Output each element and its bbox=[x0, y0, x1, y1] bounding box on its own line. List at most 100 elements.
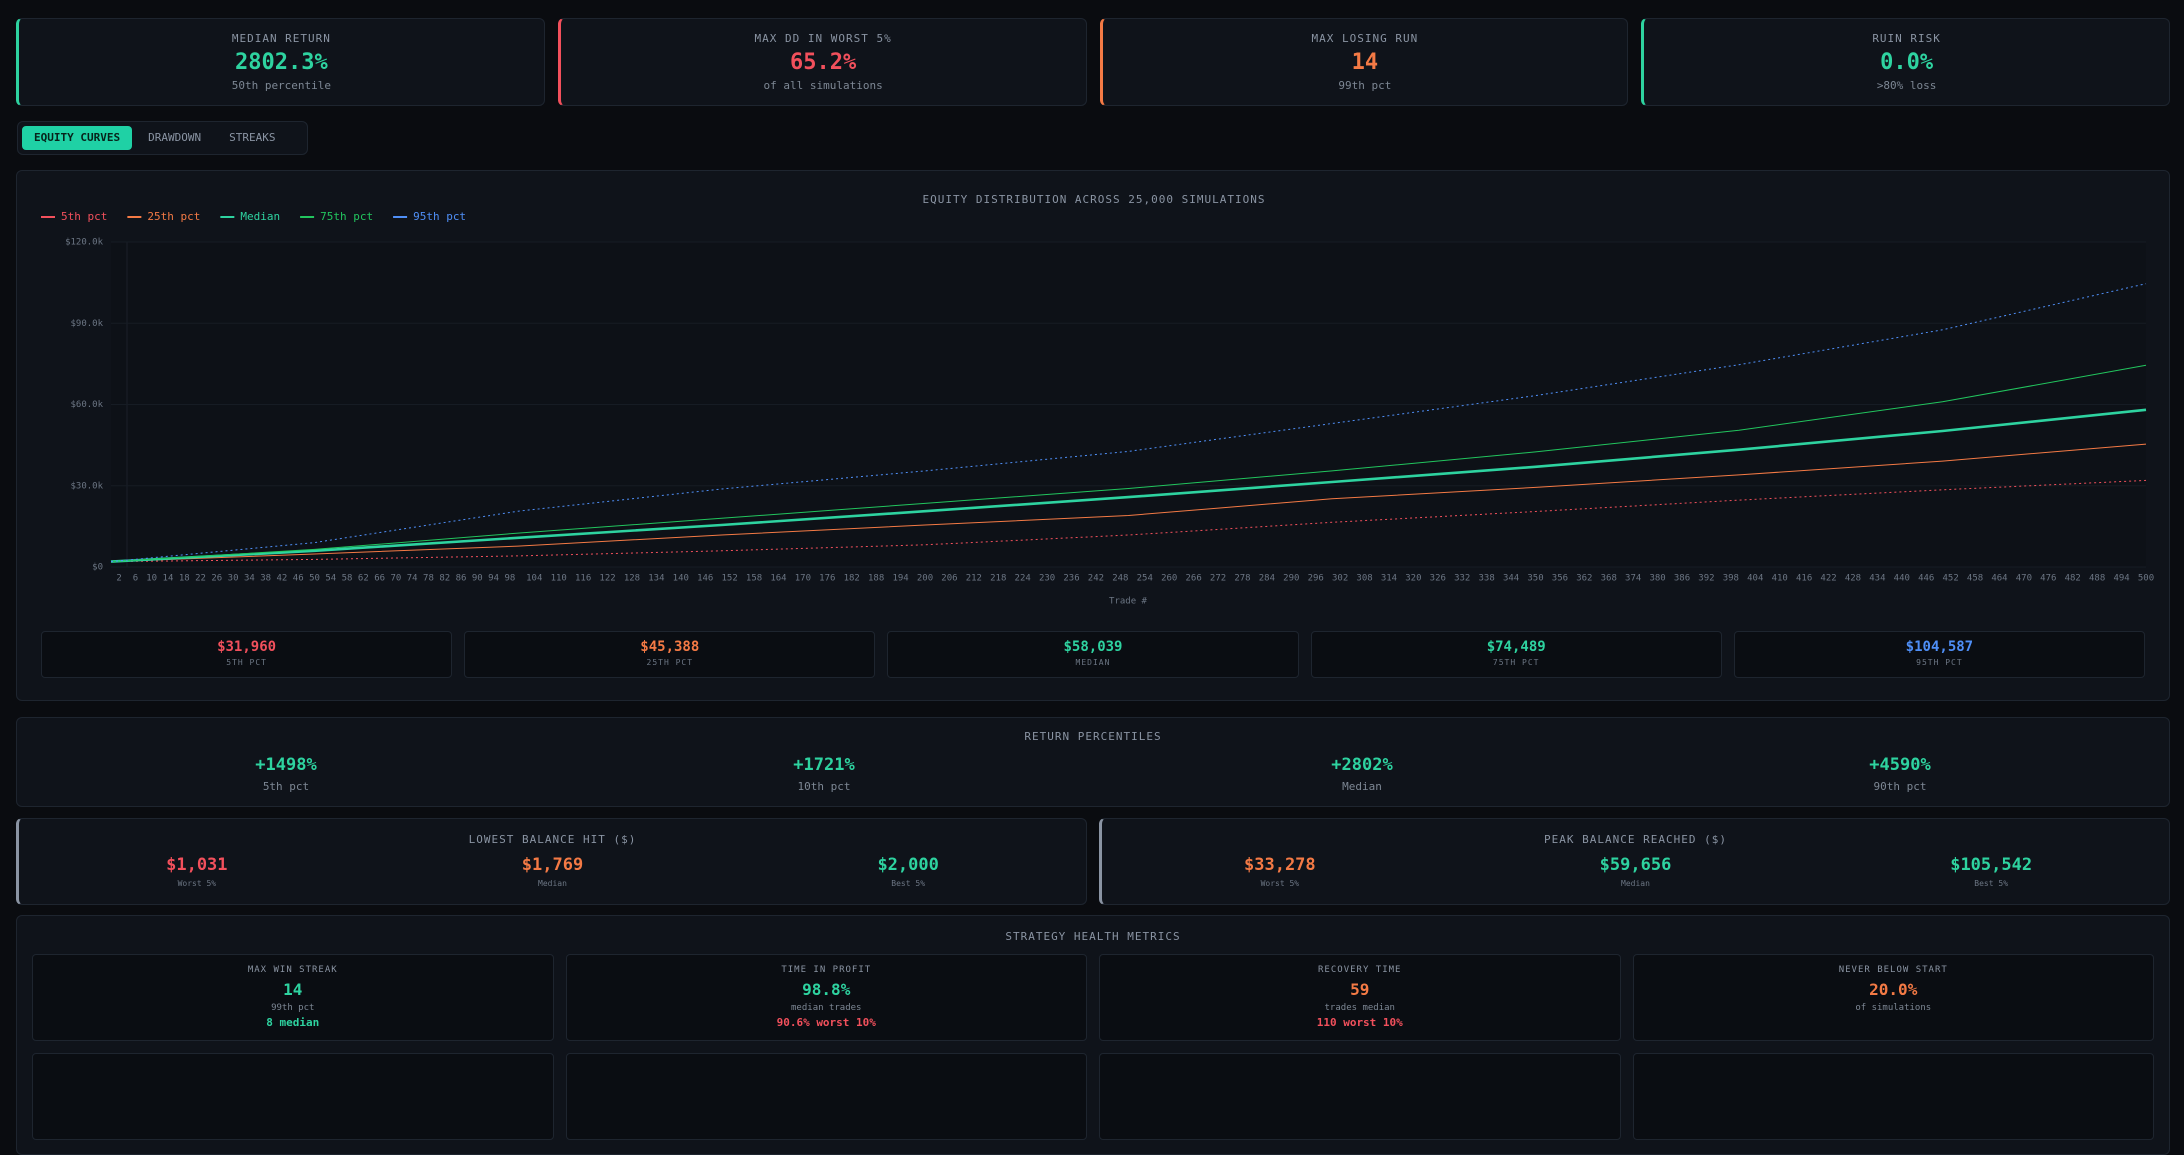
x-tick-label: 236 bbox=[1063, 574, 1079, 584]
return-label: 90th pct bbox=[1873, 780, 1927, 793]
x-tick-label: 356 bbox=[1552, 574, 1568, 584]
x-tick-label: 392 bbox=[1698, 574, 1714, 584]
x-tick-label: 206 bbox=[941, 574, 957, 584]
x-tick-label: 326 bbox=[1430, 574, 1446, 584]
final-value: $104,587 bbox=[1905, 639, 1974, 655]
x-tick-label: 296 bbox=[1308, 574, 1324, 584]
x-tick-label: 416 bbox=[1796, 574, 1812, 584]
x-tick-label: 266 bbox=[1185, 574, 1201, 584]
balance-label: Best 5% bbox=[1974, 879, 2009, 888]
x-tick-label: 46 bbox=[293, 574, 304, 584]
y-tick-label: $30.0k bbox=[70, 481, 103, 491]
legend-label: Median bbox=[240, 210, 280, 223]
x-tick-label: 380 bbox=[1649, 574, 1665, 584]
x-tick-label: 110 bbox=[551, 574, 567, 584]
x-tick-label: 272 bbox=[1210, 574, 1226, 584]
legend-label: 75th pct bbox=[320, 210, 373, 223]
stat-sub: of all simulations bbox=[763, 79, 883, 92]
balance-value: $2,000 bbox=[877, 855, 939, 875]
health-value: 98.8% bbox=[802, 980, 851, 999]
health-title: RECOVERY TIME bbox=[1318, 965, 1402, 975]
x-tick-label: 374 bbox=[1625, 574, 1641, 584]
legend-label: 25th pct bbox=[147, 210, 200, 223]
stat-card: MAX DD IN WORST 5% 65.2% of all simulation… bbox=[557, 18, 1087, 106]
x-tick-label: 42 bbox=[277, 574, 288, 584]
x-tick-label: 66 bbox=[374, 574, 385, 584]
x-tick-label: 428 bbox=[1845, 574, 1861, 584]
balance-label: Median bbox=[1621, 879, 1650, 888]
x-tick-label: 90 bbox=[472, 574, 483, 584]
health-value: 20.0% bbox=[1869, 980, 1918, 999]
return-label: Median bbox=[1342, 780, 1382, 793]
panel-title: RETURN PERCENTILES bbox=[1024, 730, 1162, 743]
x-tick-label: 98 bbox=[504, 574, 515, 584]
balance-items: $33,278 Worst 5% $59,656 Median $105,542 Be… bbox=[1102, 855, 2169, 888]
stat-card: MAX LOSING RUN 14 99th pct bbox=[1099, 18, 1629, 106]
balance-value: $1,769 bbox=[521, 855, 584, 875]
y-tick-label: $90.0k bbox=[70, 319, 103, 329]
stat-card: RUIN RISK 0.0% >80% loss bbox=[1641, 18, 2170, 106]
balance-item: $105,542 Best 5% bbox=[1813, 855, 2169, 888]
health-card bbox=[1632, 1053, 2154, 1140]
x-tick-label: 212 bbox=[966, 574, 982, 584]
balance-value: $105,542 bbox=[1950, 855, 2033, 875]
x-tick-label: 284 bbox=[1259, 574, 1275, 584]
health-sub: trades median bbox=[1324, 1003, 1395, 1013]
balance-row: LOWEST BALANCE HIT ($) $1,031 Worst 5% $1… bbox=[16, 818, 2170, 905]
balance-label: Worst 5% bbox=[177, 879, 217, 888]
final-name: 75TH PCT bbox=[1492, 658, 1540, 667]
x-tick-label: 410 bbox=[1772, 574, 1788, 584]
x-tick-label: 332 bbox=[1454, 574, 1470, 584]
x-tick-label: 422 bbox=[1820, 574, 1836, 584]
final-values: $31,960 5TH PCT $45,388 25TH PCT $58,039 ME… bbox=[41, 631, 2145, 678]
final-card: $45,388 25TH PCT bbox=[464, 631, 876, 678]
x-tick-label: 74 bbox=[407, 574, 418, 584]
legend-label: 95th pct bbox=[413, 210, 466, 223]
return-label: 10th pct bbox=[797, 780, 851, 793]
return-value: +4590% bbox=[1869, 755, 1931, 775]
panel-title: STRATEGY HEALTH METRICS bbox=[1005, 930, 1181, 943]
final-value: $74,489 bbox=[1486, 639, 1546, 655]
health-card bbox=[1099, 1053, 1621, 1140]
tab[interactable]: EQUITY CURVES bbox=[22, 126, 133, 150]
x-tick-label: 404 bbox=[1747, 574, 1763, 584]
x-tick-label: 344 bbox=[1503, 574, 1519, 584]
x-tick-label: 218 bbox=[990, 574, 1006, 584]
x-tick-label: 458 bbox=[1967, 574, 1983, 584]
stat-value: 2802.3% bbox=[235, 50, 328, 75]
stat-value: 14 bbox=[1351, 50, 1379, 75]
balance-label: Median bbox=[538, 879, 567, 888]
return-value: +1721% bbox=[793, 755, 855, 775]
x-tick-label: 260 bbox=[1161, 574, 1177, 584]
health-extra: 110 worst 10% bbox=[1316, 1016, 1403, 1029]
health-card bbox=[565, 1053, 1087, 1140]
x-tick-label: 290 bbox=[1283, 574, 1299, 584]
tab[interactable]: STREAKS bbox=[229, 131, 276, 144]
body: {"stats": [ {"label": "MEDIAN RETURN", "… bbox=[16, 18, 2170, 1155]
stat-value: 65.2% bbox=[790, 50, 857, 75]
tab-bar: EQUITY CURVES DRAWDOWN STREAKS bbox=[17, 121, 308, 155]
x-tick-label: 2 bbox=[116, 574, 121, 584]
x-tick-label: 22 bbox=[195, 574, 206, 584]
x-tick-label: 500 bbox=[2138, 574, 2154, 584]
stat-sub: >80% loss bbox=[1876, 79, 1937, 92]
x-tick-label: 200 bbox=[917, 574, 933, 584]
returns-panel: RETURN PERCENTILES +1498% 5th pct +1721% 1… bbox=[16, 717, 2170, 807]
stat-row: MEDIAN RETURN 2802.3% 50th percentile MAX … bbox=[16, 18, 2170, 106]
legend-label: 5th pct bbox=[61, 210, 107, 223]
returns-row: +1498% 5th pct +1721% 10th pct +2802% Media… bbox=[17, 755, 2169, 793]
chart-panel: EQUITY DISTRIBUTION ACROSS 25,000 SIMULA… bbox=[16, 170, 2170, 701]
balance-label: Worst 5% bbox=[1260, 879, 1300, 888]
tab[interactable]: DRAWDOWN bbox=[148, 131, 202, 144]
x-tick-label: 18 bbox=[179, 574, 190, 584]
health-card: TIME IN PROFIT 98.8% median trades 90.6% wo… bbox=[565, 954, 1087, 1041]
health-card: MAX WIN STREAK 14 99th pct 8 median bbox=[32, 954, 554, 1041]
x-tick-label: 158 bbox=[746, 574, 762, 584]
return-value: +1498% bbox=[255, 755, 317, 775]
final-name: 95TH PCT bbox=[1916, 658, 1963, 667]
x-tick-label: 140 bbox=[673, 574, 689, 584]
series-line bbox=[110, 443, 2147, 563]
x-tick-label: 176 bbox=[819, 574, 835, 584]
health-title: TIME IN PROFIT bbox=[781, 965, 872, 975]
x-tick-label: 464 bbox=[1991, 574, 2007, 584]
